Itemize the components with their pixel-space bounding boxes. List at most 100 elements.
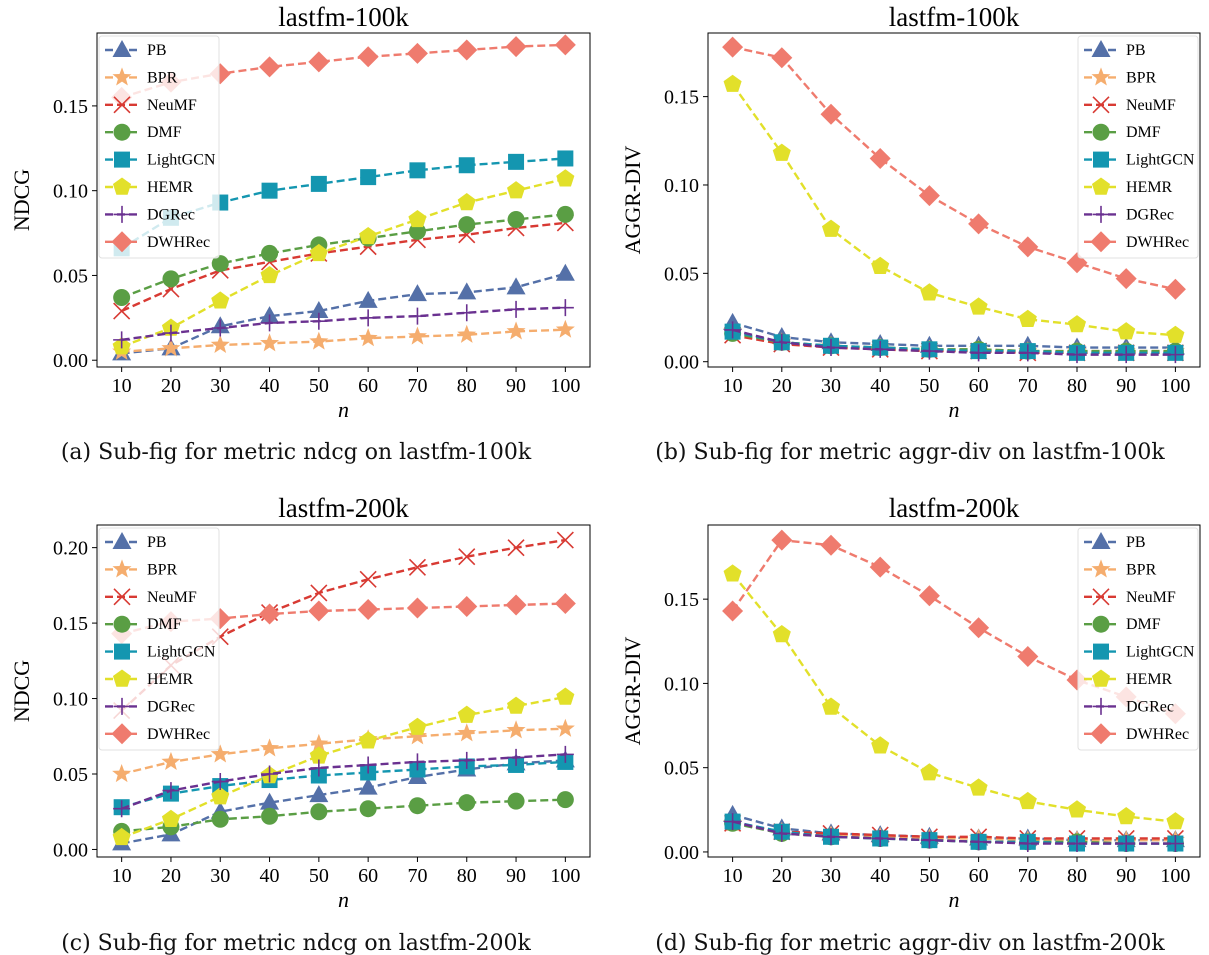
x-tick-label: 80 — [1067, 865, 1087, 887]
legend-entry: HEMR — [147, 671, 194, 688]
data-point — [357, 599, 379, 621]
legend-entry: LightGCN — [147, 152, 216, 169]
subplot-1: lastfm-100k 10 20 30 40 50 60 70 80 90 100 0.00 0.05… — [9, 2, 591, 465]
data-point — [310, 175, 327, 192]
data-point — [556, 745, 574, 763]
x-axis-label: n — [949, 397, 960, 422]
legend-marker — [111, 231, 133, 253]
legend-marker — [113, 205, 131, 223]
legend-marker — [1092, 96, 1110, 114]
legend-entry: HEMR — [1126, 671, 1173, 688]
y-tick-label: 0.05 — [664, 263, 699, 285]
data-point — [457, 324, 477, 343]
data-point — [407, 326, 427, 345]
data-point — [554, 592, 576, 614]
legend-entry: DWHRec — [1126, 234, 1189, 251]
data-point — [162, 324, 180, 342]
data-point — [556, 687, 575, 705]
x-tick-label: 90 — [506, 865, 526, 887]
data-point — [969, 297, 988, 315]
series-line — [121, 328, 566, 353]
x-tick-label: 40 — [260, 375, 280, 397]
x-tick-label: 30 — [210, 865, 230, 887]
data-point — [507, 181, 526, 199]
legend-entry: PB — [147, 534, 167, 551]
data-point — [968, 213, 990, 235]
data-point — [822, 339, 840, 357]
subfig-caption: (a) Sub-fig for metric ndcg on lastfm-10… — [61, 440, 532, 465]
legend-marker — [112, 40, 132, 57]
data-point — [871, 256, 890, 274]
y-tick-label: 0.15 — [664, 87, 699, 109]
legend-entry: DWHRec — [147, 726, 210, 743]
legend-marker — [113, 697, 131, 715]
data-point — [1018, 309, 1037, 327]
legend-entry: BPR — [147, 561, 178, 578]
legend-entry: DGRec — [147, 698, 195, 715]
data-point — [211, 255, 229, 273]
subplot-2: lastfm-100k 10 20 30 40 50 60 70 80 90 100 0.00 0.05… — [620, 2, 1201, 465]
data-point — [458, 548, 476, 566]
x-tick-label: 50 — [919, 375, 939, 397]
legend-marker — [1092, 588, 1110, 606]
data-point — [309, 785, 329, 803]
series-line — [732, 45, 1176, 291]
legend-entry: BPR — [1126, 561, 1157, 578]
legend-box — [98, 35, 220, 259]
legend-entry: BPR — [1126, 69, 1157, 86]
data-point — [310, 584, 328, 602]
data-point — [308, 51, 330, 73]
data-point — [261, 807, 279, 825]
data-point — [407, 284, 427, 302]
legend-entry: DMF — [147, 616, 182, 633]
legend: PB BPR NeuMF DMF LightGCN HEMR DGRec DWHRec — [98, 35, 220, 259]
legend-entry: PB — [1126, 42, 1146, 59]
legend-marker — [112, 559, 132, 578]
y-tick-label: 0.00 — [53, 839, 88, 861]
data-point — [556, 791, 574, 809]
legend-marker — [114, 151, 130, 168]
x-tick-label: 90 — [1116, 865, 1136, 887]
chart-title: lastfm-200k — [889, 493, 1020, 523]
data-point — [408, 307, 426, 325]
data-point — [112, 827, 131, 846]
data-point — [556, 169, 575, 187]
data-point — [771, 47, 793, 69]
x-tick-label: 30 — [210, 375, 230, 397]
data-point — [970, 344, 988, 362]
series-line — [121, 221, 566, 313]
series-line — [732, 822, 1176, 840]
series-line — [732, 820, 1176, 845]
data-point — [359, 731, 378, 749]
x-tick-label: 60 — [358, 375, 378, 397]
x-tick-label: 100 — [1160, 865, 1190, 887]
data-point — [1067, 800, 1087, 818]
data-point — [820, 534, 842, 556]
data-point — [1117, 807, 1136, 825]
legend-marker — [112, 669, 132, 687]
data-point — [161, 809, 180, 827]
series-line — [121, 695, 566, 839]
legend-marker — [1091, 532, 1111, 549]
data-point — [310, 803, 328, 821]
data-point — [871, 736, 890, 754]
data-point — [869, 147, 891, 169]
data-point — [771, 529, 793, 551]
data-point — [1117, 346, 1135, 364]
data-point — [506, 720, 526, 739]
data-point — [406, 42, 428, 64]
y-tick-label: 0.00 — [664, 842, 699, 864]
x-tick-label: 40 — [870, 375, 890, 397]
chart-title: lastfm-200k — [278, 493, 409, 523]
data-point — [309, 746, 328, 764]
data-point — [458, 157, 475, 174]
data-point — [407, 726, 427, 745]
data-point — [1068, 835, 1086, 853]
y-tick-label: 0.05 — [664, 758, 699, 780]
legend-marker — [113, 96, 131, 114]
legend-marker — [1092, 615, 1110, 633]
data-point — [507, 539, 525, 557]
data-point — [772, 625, 791, 643]
data-point — [408, 210, 427, 228]
legend-entry: PB — [147, 42, 167, 59]
